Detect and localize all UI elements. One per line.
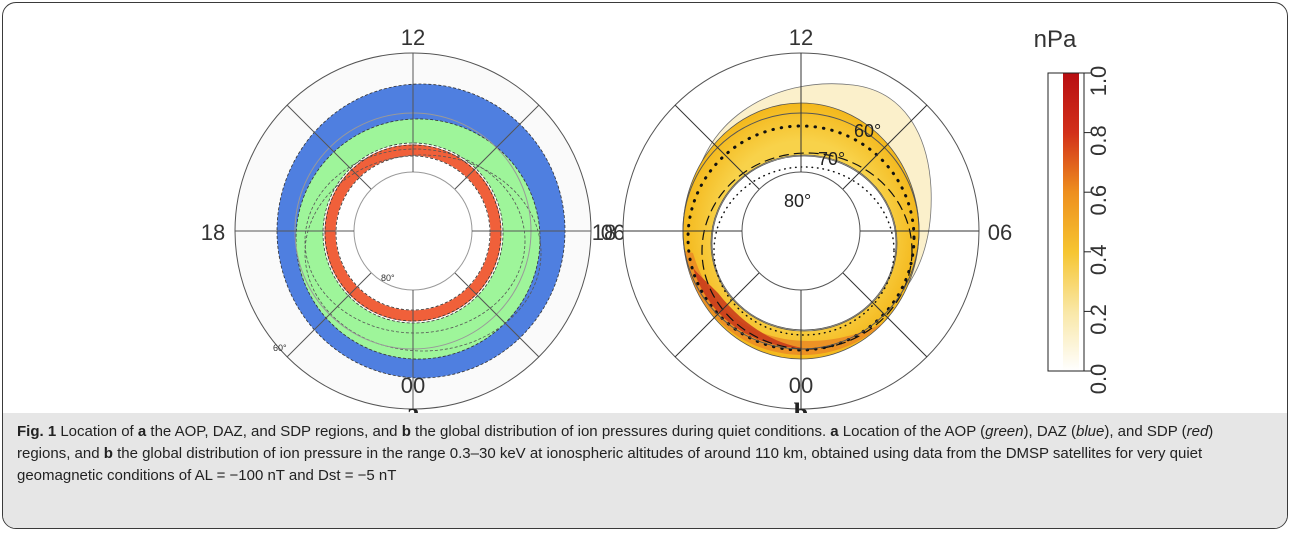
panel-b-inner-area [711, 155, 897, 331]
panel-b-grid-lines [623, 53, 979, 409]
panel-a-dashed-contour-1 [304, 154, 542, 352]
panel-a-lat-60-label: 60° [273, 343, 287, 353]
panel-a-letter: a [407, 398, 420, 413]
caption-ref-b: b [103, 445, 113, 462]
colorbar-tick-label: 0.4 [1086, 245, 1111, 276]
panel-a-plot: 80° 60° 12 18 06 00 a [201, 25, 625, 413]
panel-b-lat-80-label: 80° [784, 191, 811, 211]
colorbar-tick-label: 1.0 [1086, 66, 1111, 97]
caption-part: ), DAZ ( [1023, 423, 1076, 440]
panel-a-inner-disk [336, 156, 490, 310]
caption-ref-b: b [401, 423, 411, 440]
panel-b-lat-70-label: 70° [818, 149, 845, 169]
caption-ref-a: a [830, 423, 839, 440]
colorbar-tick-label: 0.0 [1086, 364, 1111, 395]
colorbar-frame [1047, 72, 1085, 372]
panel-a-label-00: 00 [401, 373, 425, 398]
colorbar: nPa 0.0 0.2 0.4 0.6 0.8 1.0 [1034, 26, 1111, 394]
caption-part: ), and SDP ( [1104, 423, 1187, 440]
panel-a-label-18: 18 [201, 220, 225, 245]
colorbar-tick-label: 0.2 [1086, 304, 1111, 335]
caption-color-green: green [985, 423, 1024, 440]
caption-part: the global distribution of ion pressure … [17, 445, 1203, 484]
figure-caption: Fig. 1 Location of a the AOP, DAZ, and S… [17, 421, 1267, 487]
panel-b-lat-60-label: 60° [854, 121, 881, 141]
panel-b-label-00: 00 [789, 373, 813, 398]
panel-b-dotted-boundary-outer [686, 124, 916, 352]
caption-part: the AOP, DAZ, and SDP regions, and [146, 423, 402, 440]
panel-b-dotted-boundary-inner [713, 166, 895, 336]
panel-b-label-06: 06 [988, 220, 1012, 245]
caption-part: the global distribution of ion pressures… [410, 423, 831, 440]
panel-b-plot: 60° 70° 80° 12 18 06 00 b [592, 25, 1012, 413]
colorbar-tick-label: 0.6 [1086, 185, 1111, 216]
panel-a-label-12: 12 [401, 25, 425, 50]
caption-fig-label: Fig. 1 [17, 423, 57, 440]
caption-color-blue: blue [1075, 423, 1105, 440]
panel-a-dashed-contour-2 [304, 148, 526, 334]
panel-b-letter: b [794, 398, 808, 413]
colorbar-gradient [1063, 73, 1079, 371]
caption-ref-a: a [137, 423, 147, 440]
panel-b-label-18: 18 [592, 220, 616, 245]
caption-color-red: red [1186, 423, 1209, 440]
colorbar-tick-label: 0.8 [1086, 125, 1111, 156]
caption-box [3, 413, 1287, 528]
caption-part: ) regions, and [17, 423, 1214, 462]
caption-part: Location of [56, 423, 138, 440]
panel-a-label-06: 06 [601, 220, 625, 245]
panel-a-lat-80-label: 80° [381, 273, 395, 283]
panel-a-grid-lines [235, 53, 591, 409]
caption-part: Location of the AOP ( [838, 423, 986, 440]
sdp-outer-edge [324, 144, 502, 322]
colorbar-ticks: 0.0 0.2 0.4 0.6 0.8 1.0 [1084, 66, 1111, 395]
panel-b-label-12: 12 [789, 25, 813, 50]
panel-b-peak-pressure [693, 268, 803, 348]
colorbar-unit: nPa [1034, 26, 1077, 53]
figure-graphics: 80° 60° 12 18 06 00 a [201, 25, 1111, 413]
